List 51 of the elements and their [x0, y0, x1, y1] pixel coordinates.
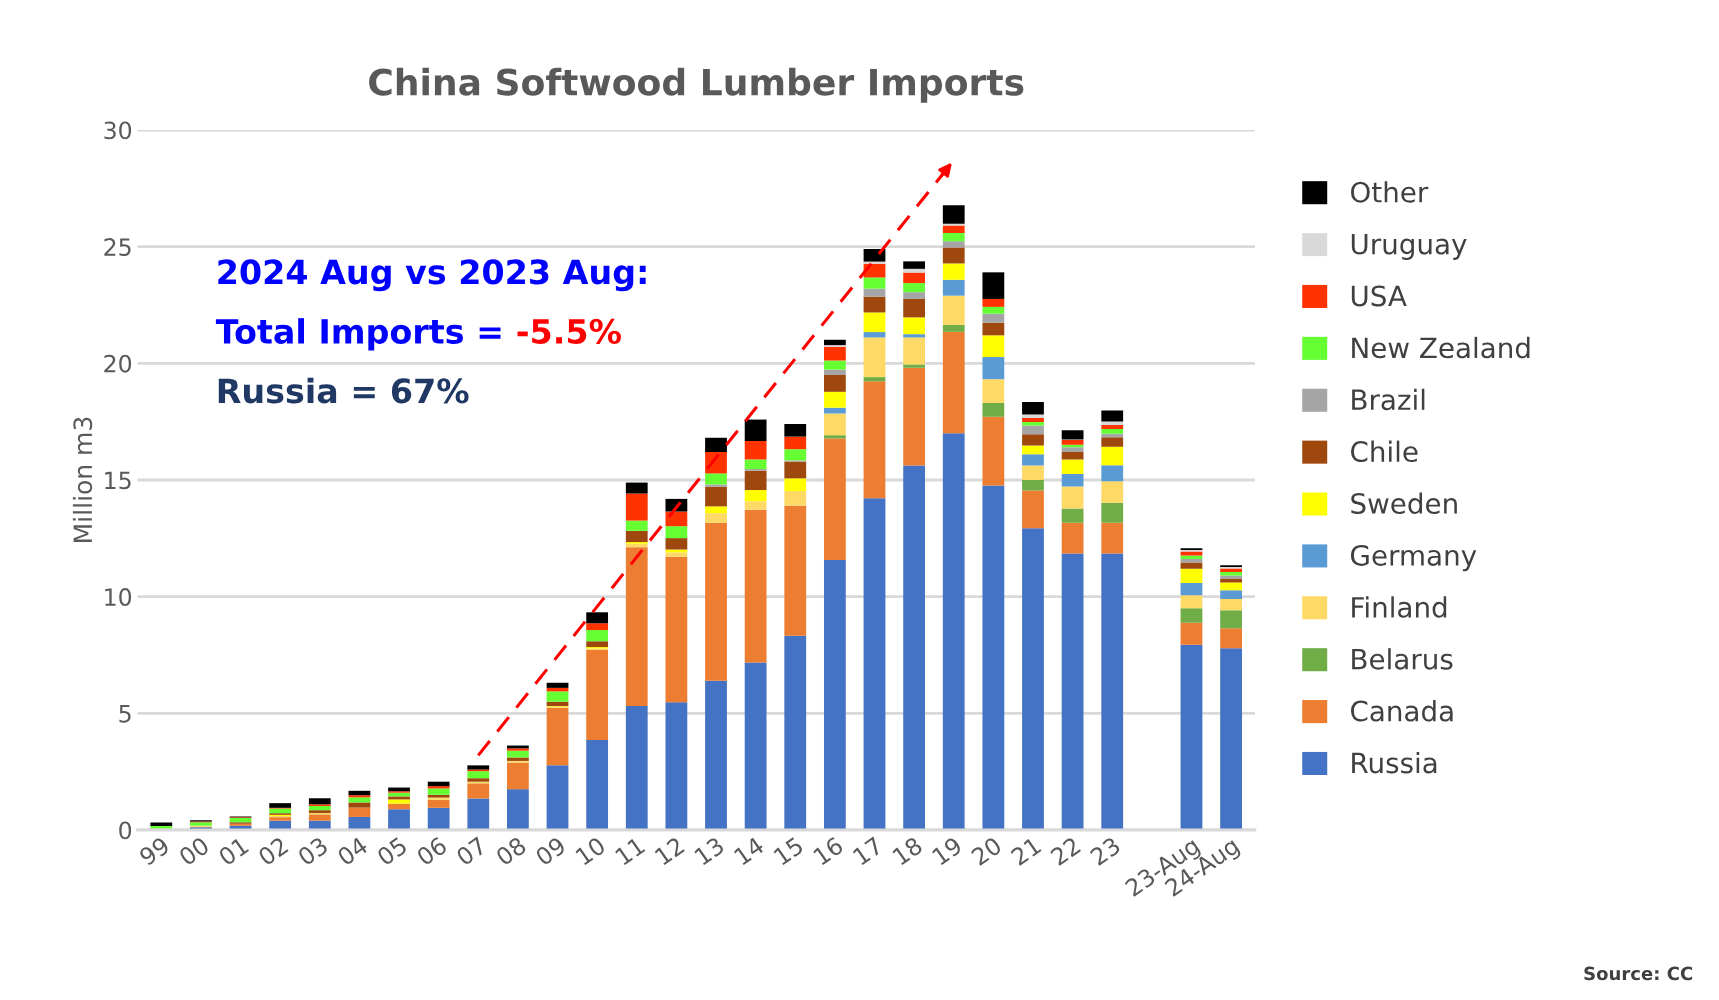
- x-tick-label: 19: [931, 836, 963, 866]
- x-tick-label: 21: [1010, 836, 1042, 866]
- x-tick-label: 11: [614, 836, 646, 866]
- legend-label: USA: [1351, 285, 1407, 307]
- y-tick-label: 0: [119, 821, 132, 840]
- x-tick-label: 09: [534, 836, 567, 867]
- x-tick-label: 10: [574, 836, 607, 866]
- x-tick-label: 05: [375, 836, 408, 867]
- y-tick-label: 15: [105, 471, 131, 490]
- x-tick-label: 16: [812, 836, 845, 866]
- legend-label: Canada: [1351, 700, 1453, 722]
- x-tick-label: 22: [1049, 836, 1081, 866]
- x-tick-label: 06: [415, 836, 448, 867]
- source-note: Source: CC: [1584, 966, 1693, 981]
- y-tick-label: 30: [104, 121, 132, 140]
- y-tick-label: 5: [119, 705, 131, 723]
- legend-label: Finland: [1352, 596, 1447, 618]
- chart-title: China Softwood Lumber Imports: [369, 67, 1024, 103]
- legend-label: Brazil: [1352, 388, 1425, 411]
- x-tick-label: 17: [852, 836, 884, 866]
- annotation: Total Imports =: [215, 318, 501, 351]
- x-tick-label: 03: [296, 836, 329, 867]
- x-tick-label: 08: [494, 836, 528, 867]
- legend-label: Belarus: [1352, 648, 1453, 670]
- x-tick-label: 13: [693, 836, 725, 866]
- x-tick-label: 18: [891, 836, 924, 866]
- x-tick-label: 00: [177, 836, 211, 867]
- x-tick-label: 15: [773, 836, 805, 866]
- y-tick-label: 10: [105, 588, 132, 606]
- legend-label: Other: [1351, 181, 1429, 203]
- x-tick-label: 99: [138, 836, 171, 867]
- y-tick-label: 20: [104, 354, 132, 373]
- legend-label: Germany: [1351, 544, 1477, 572]
- legend-label: Uruguay: [1351, 233, 1467, 260]
- y-tick-label: 25: [104, 238, 131, 256]
- y-axis-title: Million m3: [72, 417, 93, 542]
- legend-label: Chile: [1351, 440, 1418, 463]
- annotation: Russia = 67%: [218, 377, 469, 404]
- x-tick-label: 12: [654, 836, 685, 866]
- legend-label: Sweden: [1351, 492, 1457, 515]
- x-tick-label: 14: [733, 836, 765, 866]
- x-tick-label: 02: [257, 836, 289, 867]
- x-tick-label: 01: [217, 836, 250, 867]
- legend-label: Russia: [1352, 751, 1437, 774]
- annotation: -5.5%: [517, 318, 621, 344]
- x-tick-label: 04: [336, 835, 369, 867]
- x-tick-label: 23: [1089, 836, 1122, 867]
- legend-label: New Zealand: [1352, 336, 1530, 359]
- annotation: 2024 Aug vs 2023 Aug:: [218, 259, 646, 292]
- x-tick-label: 20: [970, 836, 1003, 867]
- x-tick-label: 07: [455, 836, 488, 867]
